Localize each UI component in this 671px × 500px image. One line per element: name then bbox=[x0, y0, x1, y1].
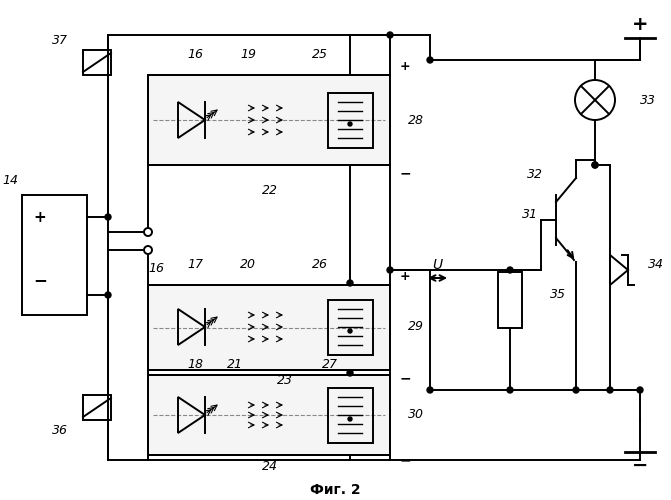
Bar bbox=[328, 388, 373, 443]
Bar bbox=[328, 93, 373, 148]
Circle shape bbox=[144, 246, 152, 254]
Text: U: U bbox=[432, 258, 442, 272]
Text: +: + bbox=[400, 60, 410, 74]
Circle shape bbox=[348, 122, 352, 126]
Bar bbox=[498, 272, 522, 328]
Text: 32: 32 bbox=[527, 168, 543, 181]
Bar bbox=[148, 375, 390, 455]
Text: 28: 28 bbox=[408, 114, 424, 126]
Text: 16: 16 bbox=[187, 48, 203, 62]
Circle shape bbox=[387, 32, 393, 38]
Bar bbox=[148, 285, 390, 370]
Text: 30: 30 bbox=[408, 408, 424, 422]
Bar bbox=[148, 375, 390, 455]
Circle shape bbox=[607, 387, 613, 393]
Bar bbox=[328, 300, 373, 355]
Text: 21: 21 bbox=[227, 358, 243, 372]
Text: −: − bbox=[399, 166, 411, 180]
Circle shape bbox=[347, 370, 353, 376]
Bar bbox=[148, 75, 390, 165]
Text: 35: 35 bbox=[550, 288, 566, 302]
Bar bbox=[148, 75, 390, 165]
Text: 23: 23 bbox=[277, 374, 293, 386]
Bar bbox=[148, 285, 390, 370]
Bar bbox=[22, 195, 87, 315]
Text: 17: 17 bbox=[187, 258, 203, 272]
Text: −: − bbox=[33, 271, 47, 289]
Text: 34: 34 bbox=[648, 258, 664, 272]
Circle shape bbox=[637, 387, 643, 393]
Text: 29: 29 bbox=[408, 320, 424, 334]
Circle shape bbox=[507, 267, 513, 273]
Circle shape bbox=[105, 214, 111, 220]
Text: −: − bbox=[399, 453, 411, 467]
Text: Фиг. 2: Фиг. 2 bbox=[310, 483, 360, 497]
Circle shape bbox=[573, 387, 579, 393]
Bar bbox=[83, 50, 111, 75]
Text: 24: 24 bbox=[262, 460, 278, 473]
Text: 25: 25 bbox=[312, 48, 328, 62]
Bar bbox=[148, 285, 390, 370]
Text: 20: 20 bbox=[240, 258, 256, 272]
Circle shape bbox=[592, 162, 598, 168]
Bar bbox=[83, 395, 111, 420]
Circle shape bbox=[592, 162, 598, 168]
Circle shape bbox=[105, 292, 111, 298]
Text: 33: 33 bbox=[640, 94, 656, 106]
Text: −: − bbox=[632, 456, 648, 474]
Text: 27: 27 bbox=[322, 358, 338, 372]
Circle shape bbox=[427, 57, 433, 63]
Text: 16: 16 bbox=[148, 262, 164, 274]
Text: 18: 18 bbox=[187, 358, 203, 372]
Circle shape bbox=[348, 329, 352, 333]
Circle shape bbox=[348, 417, 352, 421]
Circle shape bbox=[427, 387, 433, 393]
Circle shape bbox=[575, 80, 615, 120]
Text: 36: 36 bbox=[52, 424, 68, 436]
Text: −: − bbox=[399, 371, 411, 385]
Circle shape bbox=[507, 387, 513, 393]
Text: 37: 37 bbox=[52, 34, 68, 46]
Text: 26: 26 bbox=[312, 258, 328, 272]
Text: 14: 14 bbox=[2, 174, 18, 186]
Text: 31: 31 bbox=[522, 208, 538, 222]
Circle shape bbox=[347, 280, 353, 286]
Circle shape bbox=[387, 267, 393, 273]
Bar bbox=[148, 375, 390, 455]
Text: +: + bbox=[400, 270, 410, 283]
Bar bbox=[148, 75, 390, 165]
Text: 19: 19 bbox=[240, 48, 256, 62]
Text: 22: 22 bbox=[262, 184, 278, 196]
Text: +: + bbox=[632, 16, 648, 34]
Circle shape bbox=[144, 228, 152, 236]
Text: +: + bbox=[34, 210, 46, 224]
